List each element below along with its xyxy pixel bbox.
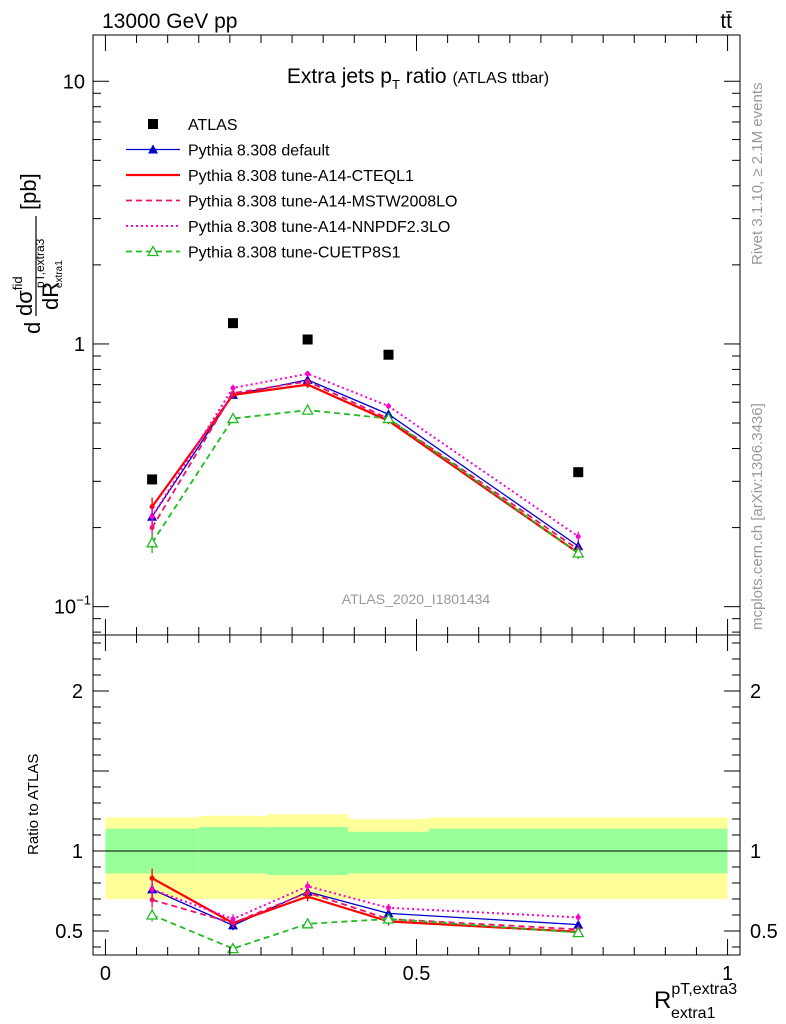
legend-label: Pythia 8.308 default	[188, 143, 330, 160]
mc-series-line	[151, 383, 579, 554]
svg-text:pT,extra3: pT,extra3	[33, 238, 47, 288]
x-tick-label: 1	[722, 963, 733, 985]
ratio-data-point	[230, 916, 236, 922]
main-y-axis-label: d dσfid dR pT,extra3 extra1 [pb]	[10, 173, 65, 334]
legend: ATLAS Pythia 8.308 default Pythia 8.308 tu…	[126, 117, 457, 262]
svg-text:dR: dR	[38, 282, 63, 310]
mc-data-point	[386, 403, 392, 409]
legend-label: Pythia 8.308 tune-A14-CTEQL1	[188, 168, 414, 185]
mcplots-label: mcplots.cern.ch [arXiv:1306.3436]	[749, 403, 766, 630]
ratio-y-tick-label: 0.5	[750, 921, 778, 943]
analysis-label: ATLAS_2020_I1801434	[342, 591, 491, 607]
ratio-series-line	[151, 914, 579, 950]
mc-data-point	[382, 412, 395, 424]
ratio-data-point	[572, 926, 585, 938]
svg-text:[pb]: [pb]	[16, 173, 41, 210]
y-tick-label: 10−1	[54, 593, 91, 619]
y-tick-label: 1	[74, 334, 85, 356]
ratio-y-tick-label: 1	[72, 841, 83, 863]
mc-data-point	[575, 533, 581, 539]
ratio-data-point	[305, 890, 311, 896]
ratio-axis-ticks: 0.5 0.5 1 1 2 2 0 0.5 1	[55, 635, 778, 985]
ratio-data-point	[575, 914, 581, 920]
ratio-y-tick-label: 1	[750, 841, 761, 863]
rivet-label: Rivet 3.1.10, ≥ 2.1M events	[749, 83, 766, 266]
ratio-data-point	[226, 942, 240, 954]
legend-label: Pythia 8.308 tune-CUETP8S1	[188, 245, 401, 262]
atlas-data-point	[147, 474, 158, 485]
legend-label: Pythia 8.308 tune-A14-NNPDF2.3LO	[188, 219, 450, 236]
mc-data-point	[572, 546, 585, 558]
x-axis-label: RpT,extra3	[654, 981, 737, 1014]
process-label: tt̄	[720, 10, 732, 33]
ratio-data-point	[149, 886, 155, 892]
ratio-panel: 0.5 0.5 1 1 2 2 0 0.5 1 Ratio to ATLAS RpT,extra…	[25, 634, 778, 1022]
ratio-data-point	[305, 883, 311, 889]
mc-data-point	[230, 390, 236, 396]
mc-data-point	[145, 536, 159, 548]
legend-label: ATLAS	[188, 117, 238, 134]
mc-data-point	[305, 378, 311, 384]
main-axis-ticks: 10−1 1 10	[54, 35, 740, 635]
ratio-chart-marks	[93, 814, 740, 954]
ratio-data-point	[573, 919, 584, 929]
main-panel: 10−1 1 10 Extra jets pT ratio (ATLAS ttbar…	[10, 34, 741, 636]
mc-data-point	[230, 385, 236, 391]
atlas-data-point	[383, 349, 394, 360]
stat-uncertainty-band	[348, 831, 429, 874]
y-tick-label: 10	[63, 71, 85, 93]
ratio-data-point	[386, 905, 392, 911]
main-title: Extra jets pT ratio (ATLAS ttbar)	[287, 65, 549, 92]
ratio-y-tick-label: 0.5	[55, 921, 83, 943]
ratio-y-tick-label: 2	[750, 681, 761, 703]
mc-data-point	[305, 371, 311, 377]
ratio-data-point	[149, 875, 155, 881]
mc-data-point	[226, 412, 240, 424]
x-axis-label-sub: extra1	[671, 1005, 716, 1022]
mc-series-line	[151, 372, 579, 538]
legend-marker	[146, 245, 160, 257]
ratio-y-axis-label: Ratio to ATLAS	[25, 754, 42, 855]
ratio-data-point	[149, 897, 155, 903]
x-tick-label: 0	[100, 963, 111, 985]
mc-series-line	[151, 379, 579, 547]
stat-uncertainty-band	[198, 827, 268, 874]
x-tick-label: 0.5	[403, 963, 431, 985]
ratio-y-tick-label: 2	[72, 681, 83, 703]
mc-data-point	[149, 514, 155, 520]
svg-text:d: d	[20, 322, 45, 334]
svg-text:extra1: extra1	[54, 260, 65, 288]
collision-label: 13000 GeV pp	[102, 10, 237, 33]
ratio-data-point	[145, 908, 159, 920]
mc-series-line	[151, 409, 579, 554]
atlas-data-point	[573, 467, 584, 478]
ratio-data-point	[301, 917, 314, 929]
atlas-data-point	[227, 318, 238, 329]
mc-data-point	[301, 403, 314, 415]
main-chart-marks	[145, 318, 585, 559]
svg-text:dσfid: dσfid	[10, 276, 37, 316]
atlas-data-point	[302, 334, 313, 345]
mc-series-line	[151, 380, 579, 551]
legend-marker-atlas	[148, 119, 158, 129]
ratio-data-point	[382, 912, 395, 924]
legend-label: Pythia 8.308 tune-A14-MSTW2008LO	[188, 194, 457, 211]
legend-marker	[148, 144, 158, 154]
